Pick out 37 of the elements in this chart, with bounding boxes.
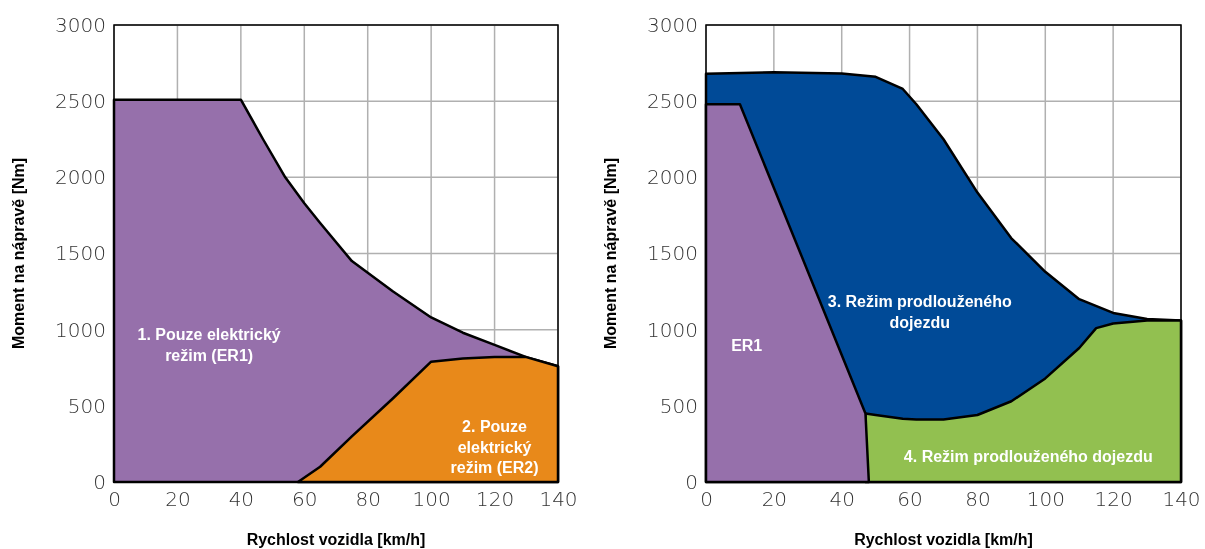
- y-tick-label: 0: [93, 469, 106, 494]
- y-axis-title: Moment na nápravě [Nm]: [10, 157, 27, 350]
- x-axis-title: Rychlost vozidla [km/h]: [246, 531, 426, 548]
- y-tick-label: 500: [659, 393, 698, 418]
- y-tick-label: 1500: [55, 241, 106, 266]
- x-tick-label: 80: [355, 487, 381, 512]
- y-tick-label: 0: [685, 469, 698, 494]
- x-tick-label: 120: [475, 487, 515, 512]
- x-tick-label: 40: [829, 487, 855, 512]
- y-tick-label: 1500: [647, 241, 698, 266]
- x-tick-label: 80: [965, 487, 991, 512]
- series-label: 2. Pouze elektrický režim (ER2): [450, 417, 539, 477]
- series-label: ER1: [731, 336, 763, 354]
- y-tick-label: 2500: [55, 89, 106, 114]
- x-tick-label: 60: [897, 487, 923, 512]
- series-label: 1. Pouze elektrický režim (ER1): [137, 326, 281, 365]
- y-tick-label: 1000: [55, 317, 106, 342]
- y-tick-label: 2000: [55, 165, 106, 190]
- x-tick-label: 100: [1026, 487, 1065, 512]
- series-label: 4. Režim prodlouženého dojezdu: [903, 448, 1153, 466]
- x-tick-label: 100: [412, 487, 451, 512]
- y-tick-label: 500: [67, 393, 106, 418]
- x-axis-title: Rychlost vozidla [km/h]: [854, 531, 1033, 548]
- x-tick-label: 60: [292, 487, 318, 512]
- series-label: 3. Režim prodlouženého dojezdu: [827, 292, 1012, 331]
- y-tick-label: 2000: [647, 165, 698, 190]
- y-tick-label: 3000: [647, 12, 698, 37]
- x-tick-label: 40: [228, 487, 255, 512]
- x-tick-label: 20: [165, 487, 191, 512]
- x-tick-label: 140: [1162, 487, 1201, 512]
- y-tick-label: 1000: [647, 317, 698, 342]
- x-tick-label: 20: [761, 487, 788, 512]
- x-tick-label: 120: [1094, 487, 1133, 512]
- x-tick-label: 140: [539, 487, 578, 512]
- y-tick-label: 3000: [55, 12, 106, 37]
- y-tick-label: 2500: [647, 89, 698, 114]
- y-axis-title: Moment na nápravě [Nm]: [602, 157, 619, 350]
